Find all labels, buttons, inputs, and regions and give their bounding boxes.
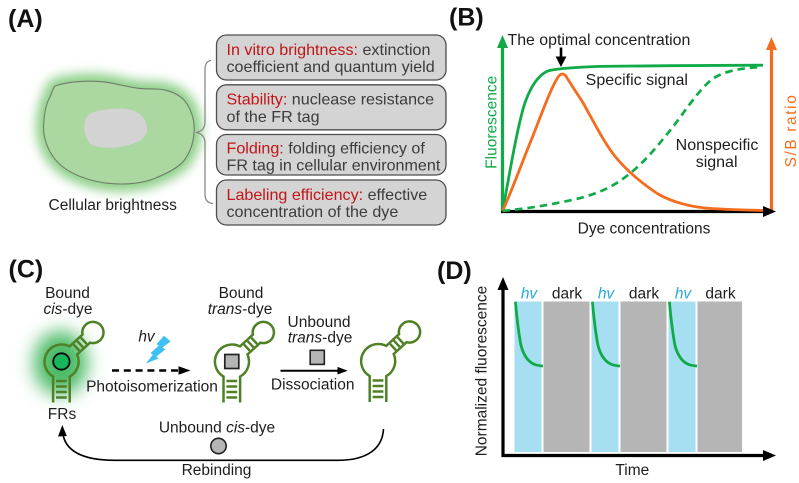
- svg-text:Folding: folding efficiency of: Folding: folding efficiency of: [227, 139, 426, 157]
- svg-text:Time: Time: [615, 462, 649, 479]
- svg-text:hv: hv: [138, 329, 156, 346]
- svg-text:Bound: Bound: [45, 285, 90, 302]
- svg-text:Dye concentrations: Dye concentrations: [578, 221, 711, 238]
- svg-text:In vitro brightness: extinctio: In vitro brightness: extinction: [227, 41, 431, 59]
- svg-text:Fluorescence: Fluorescence: [484, 76, 501, 169]
- svg-text:Specific signal: Specific signal: [586, 72, 688, 89]
- svg-text:Cellular brightness: Cellular brightness: [49, 197, 178, 214]
- svg-text:Unbound cis-dye: Unbound cis-dye: [159, 420, 275, 437]
- svg-text:Photoisomerization: Photoisomerization: [86, 379, 218, 396]
- svg-text:Nonspecific: Nonspecific: [676, 137, 759, 154]
- svg-text:cis-dye: cis-dye: [43, 301, 92, 318]
- svg-text:concentration of the dye: concentration of the dye: [227, 203, 399, 221]
- svg-text:(B): (B): [449, 4, 484, 32]
- svg-text:Stability: nuclease resistance: Stability: nuclease resistance: [227, 91, 435, 109]
- svg-text:(A): (A): [8, 5, 43, 33]
- svg-text:dark: dark: [552, 286, 582, 303]
- svg-text:FR tag in cellular environment: FR tag in cellular environment: [227, 157, 441, 175]
- svg-text:trans-dye: trans-dye: [208, 301, 273, 318]
- svg-text:(D): (D): [437, 257, 472, 285]
- svg-text:The optimal concentration: The optimal concentration: [508, 32, 691, 49]
- svg-text:dark: dark: [629, 286, 659, 303]
- svg-text:(C): (C): [9, 256, 44, 284]
- svg-text:Rebinding: Rebinding: [182, 462, 252, 479]
- svg-text:coefficient and quantum yield: coefficient and quantum yield: [227, 58, 435, 76]
- svg-text:Bound: Bound: [219, 285, 264, 302]
- svg-text:dark: dark: [705, 286, 735, 303]
- svg-text:hv: hv: [598, 286, 616, 303]
- svg-text:hv: hv: [521, 286, 539, 303]
- svg-text:Labeling efficiency: effective: Labeling efficiency: effective: [227, 186, 428, 204]
- svg-text:hv: hv: [675, 286, 693, 303]
- svg-text:signal: signal: [696, 154, 738, 171]
- svg-text:Unbound: Unbound: [288, 314, 351, 331]
- svg-text:Dissociation: Dissociation: [271, 376, 355, 393]
- svg-text:Normalized fluorescence: Normalized fluorescence: [474, 286, 491, 457]
- svg-text:FRs: FRs: [48, 406, 77, 423]
- svg-text:of the FR tag: of the FR tag: [227, 108, 320, 126]
- svg-text:S/B ratio: S/B ratio: [783, 94, 799, 168]
- svg-text:trans-dye: trans-dye: [288, 330, 353, 347]
